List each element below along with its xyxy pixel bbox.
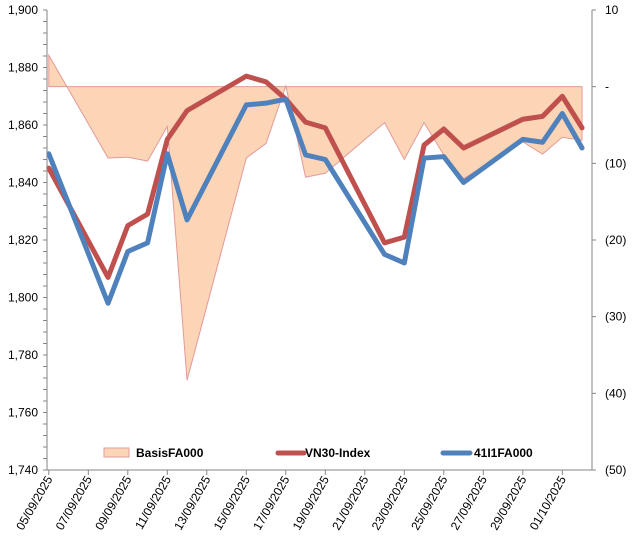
x-tick-label: 09/09/2025 (92, 473, 134, 532)
x-tick-label: 15/09/2025 (211, 473, 253, 532)
right-tick-label: (20) (605, 233, 626, 247)
x-tick-label: 27/09/2025 (448, 473, 490, 532)
x-tick-label: 29/09/2025 (487, 473, 529, 532)
plot-area (46, 53, 585, 381)
left-tick-label: 1,780 (8, 348, 38, 362)
left-tick-label: 1,820 (8, 233, 38, 247)
left-tick-label: 1,800 (8, 291, 38, 305)
right-tick-label: (50) (605, 463, 626, 477)
legend-label-basis: BasisFA000 (136, 446, 204, 460)
right-tick-label: 10 (605, 3, 619, 17)
futures-line (46, 96, 585, 306)
legend-label-vn30: VN30-Index (305, 446, 371, 460)
legend-swatch-basis (103, 447, 130, 458)
x-tick-label: 11/09/2025 (132, 473, 174, 532)
left-tick-label: 1,840 (8, 176, 38, 190)
left-tick-label: 1,880 (8, 61, 38, 75)
x-tick-label: 13/09/2025 (171, 473, 213, 532)
x-tick-label: 19/09/2025 (290, 473, 332, 532)
x-tick-label: 17/09/2025 (250, 473, 292, 532)
right-tick-label: (40) (605, 386, 626, 400)
legend: BasisFA000 VN30-Index 41I1FA000 (103, 446, 533, 460)
left-tick-label: 1,900 (8, 3, 38, 17)
x-tick-label: 25/09/2025 (408, 473, 450, 532)
x-tick-label: 23/09/2025 (369, 473, 411, 532)
x-tick-label: 07/09/2025 (53, 473, 95, 532)
x-tick-label: 05/09/2025 (13, 473, 55, 532)
right-tick-label: (30) (605, 310, 626, 324)
left-tick-label: 1,860 (8, 118, 38, 132)
vn30-line (46, 73, 585, 280)
left-tick-label: 1,760 (8, 406, 38, 420)
basis-area (48, 53, 583, 381)
right-tick-label: - (605, 80, 609, 94)
x-tick-label: 21/09/2025 (329, 473, 371, 532)
x-tick-label: 01/10/2025 (527, 473, 569, 532)
legend-label-futures: 41I1FA000 (474, 446, 533, 460)
right-tick-label: (10) (605, 156, 626, 170)
left-tick-label: 1,740 (8, 463, 38, 477)
